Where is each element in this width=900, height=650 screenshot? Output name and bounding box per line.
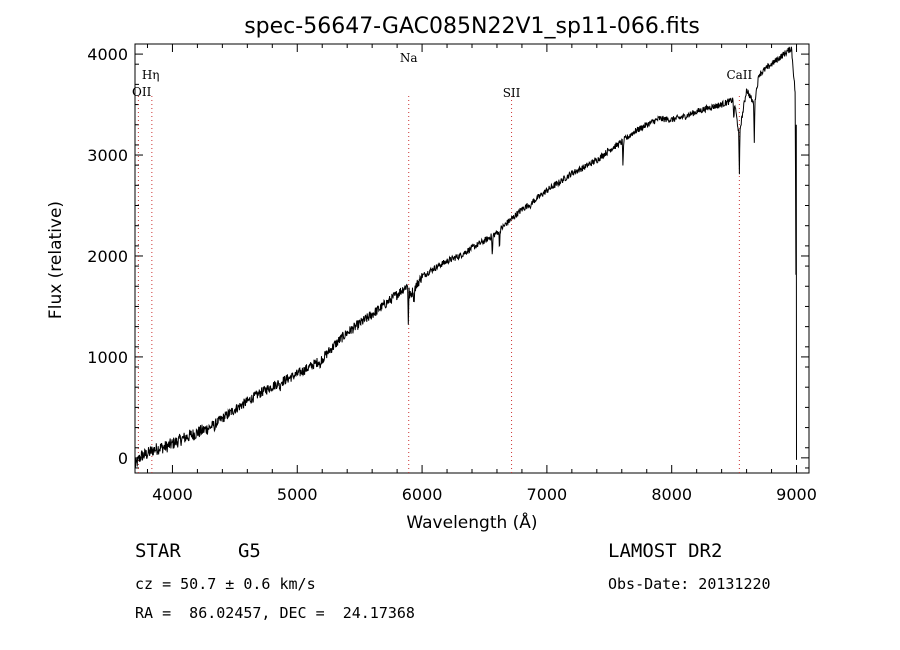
spectrum-series-line — [134, 46, 797, 468]
x-axis-label: Wavelength (Å) — [406, 511, 537, 533]
x-tick-label: 5000 — [277, 485, 318, 504]
x-axis-ticks: 4000 5000 6000 7000 8000 9000 — [146, 44, 817, 504]
spectral-line-markers: Hη OII Na SII CaII — [132, 51, 753, 473]
spectral-line-label: CaII — [726, 68, 752, 82]
spectral-line-label: Na — [400, 51, 418, 65]
object-class-label: STAR G5 — [135, 540, 261, 562]
x-tick-label: 6000 — [402, 485, 443, 504]
x-tick-label: 7000 — [527, 485, 568, 504]
chart-title: spec-56647-GAC085N22V1_sp11-066.fits — [244, 14, 700, 39]
y-tick-label: 4000 — [87, 45, 128, 64]
x-tick-label: 8000 — [651, 485, 692, 504]
y-tick-label: 3000 — [87, 146, 128, 165]
y-tick-label: 1000 — [87, 348, 128, 367]
spectral-line-label: OII — [132, 85, 152, 99]
velocity-label: cz = 50.7 ± 0.6 km/s — [135, 575, 316, 593]
y-axis-ticks: 0 1000 2000 3000 4000 — [87, 45, 809, 469]
y-tick-label: 2000 — [87, 247, 128, 266]
x-tick-label: 4000 — [152, 485, 193, 504]
obs-date-label: Obs-Date: 20131220 — [608, 575, 771, 593]
y-tick-label: 0 — [118, 449, 128, 468]
survey-label: LAMOST DR2 — [608, 540, 723, 562]
coordinates-label: RA = 86.02457, DEC = 24.17368 — [135, 604, 415, 622]
spectral-line-label: Hη — [142, 68, 160, 82]
x-tick-label: 9000 — [776, 485, 817, 504]
spectral-line-label: SII — [503, 86, 521, 100]
y-axis-label: Flux (relative) — [46, 201, 66, 319]
